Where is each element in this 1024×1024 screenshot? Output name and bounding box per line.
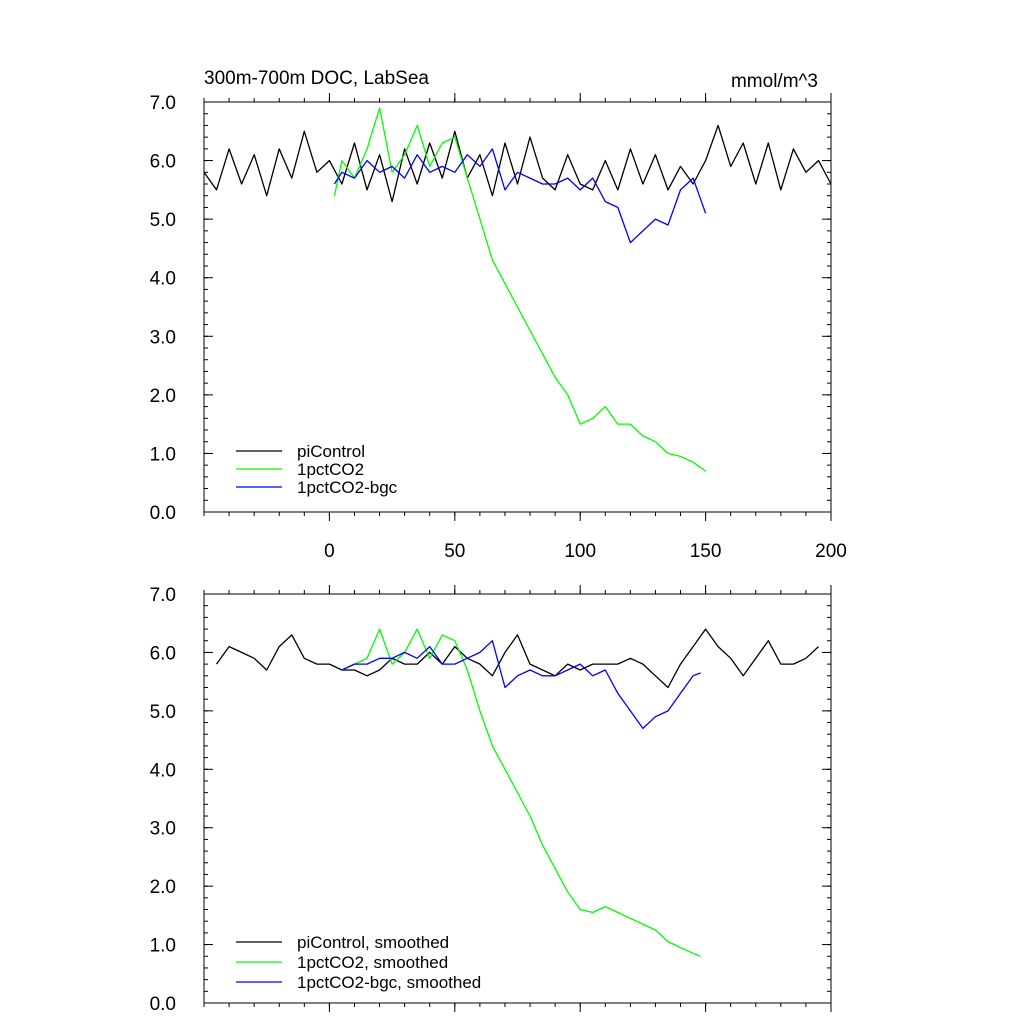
legend-label: 1pctCO2: [297, 460, 364, 479]
x-tick-label: 50: [444, 541, 465, 562]
legend-label: piControl, smoothed: [297, 933, 449, 952]
series-line-1pctco2-smoothed: [341, 628, 701, 957]
y-tick-label: 1.0: [150, 444, 176, 465]
y-tick-label: 0.0: [150, 994, 176, 1015]
y-tick-label: 5.0: [150, 702, 176, 723]
chart-title: 300m-700m DOC, LabSea: [204, 68, 429, 89]
units-label: mmol/m^3: [731, 71, 818, 92]
y-tick-label: 6.0: [150, 152, 176, 173]
y-tick-label: 2.0: [150, 386, 176, 407]
plot-frame: [203, 101, 832, 513]
x-tick-label: 0: [324, 541, 335, 562]
y-tick-label: 4.0: [150, 760, 176, 781]
y-tick-label: 3.0: [150, 819, 176, 840]
legend-label: 1pctCO2-bgc: [297, 478, 398, 497]
top-panel: 0.0 1.0 2.0 3.0 4.0 5.0 6.0 7.0 0 50 100 150 200 piCo…: [150, 93, 847, 562]
legend-label: piControl: [297, 442, 365, 461]
legend-label: 1pctCO2, smoothed: [297, 953, 448, 972]
y-tick-label: 5.0: [150, 210, 176, 231]
x-tick-label: 200: [815, 541, 847, 562]
y-tick-label: 2.0: [150, 877, 176, 898]
plot-frame: [203, 593, 832, 1004]
legend-label: 1pctCO2-bgc, smoothed: [297, 973, 481, 992]
y-tick-label: 0.0: [150, 503, 176, 524]
series-line-picontrol-smoothed: [215, 628, 819, 689]
y-tick-label: 3.0: [150, 327, 176, 348]
y-tick-label: 7.0: [150, 585, 176, 606]
y-tick-label: 1.0: [150, 936, 176, 957]
series-line-1pctco2: [333, 107, 706, 472]
y-tick-label: 7.0: [150, 93, 176, 114]
y-tick-label: 6.0: [150, 643, 176, 664]
x-tick-label: 150: [690, 541, 722, 562]
series-line-picontrol: [203, 124, 832, 203]
series-line-1pctco2-bgc-smoothed: [341, 640, 701, 730]
series-line-1pctco2-bgc: [333, 148, 707, 244]
bottom-panel: 0.0 1.0 2.0 3.0 4.0 5.0 6.0 7.0 piControl, smoot…: [150, 585, 832, 1015]
x-tick-label: 100: [564, 541, 596, 562]
y-tick-label: 4.0: [150, 269, 176, 290]
